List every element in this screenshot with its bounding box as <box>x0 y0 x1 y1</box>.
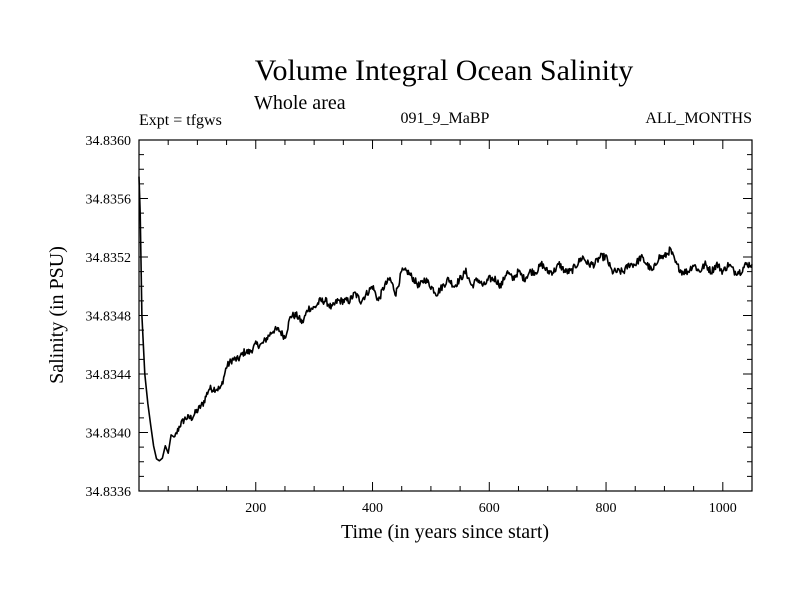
x-axis-label: Time (in years since start) <box>341 521 549 543</box>
y-axis-label: Salinity (in PSU) <box>46 246 68 384</box>
y-tick-label: 34.8348 <box>86 310 132 325</box>
y-tick-label: 34.8352 <box>86 251 132 266</box>
chart-subtitle: Whole area <box>254 92 346 114</box>
x-tick-label: 600 <box>479 501 500 516</box>
x-tick-label: 400 <box>362 501 383 516</box>
header-months: ALL_MONTHS <box>645 110 752 127</box>
header-run-id: 091_9_MaBP <box>401 110 490 127</box>
x-tick-label: 800 <box>596 501 617 516</box>
series-line-salinity <box>138 176 753 462</box>
y-axis-ticks: 34.8336 34.8340 34.8344 34.8348 34.8352 34.83… <box>86 134 752 500</box>
x-tick-label: 1000 <box>709 501 737 516</box>
plot-frame <box>138 139 753 492</box>
y-tick-label: 34.8340 <box>86 427 132 442</box>
x-axis-ticks: 200 400 600 800 1000 <box>167 140 737 516</box>
series-layer <box>138 176 753 462</box>
y-tick-label: 34.8360 <box>86 134 132 149</box>
header-experiment: Expt = tfgws <box>139 112 222 129</box>
y-tick-label: 34.8344 <box>86 368 132 383</box>
y-tick-label: 34.8336 <box>86 485 132 500</box>
y-tick-label: 34.8356 <box>86 193 132 208</box>
chart-title: Volume Integral Ocean Salinity <box>255 54 634 87</box>
x-tick-label: 200 <box>245 501 266 516</box>
